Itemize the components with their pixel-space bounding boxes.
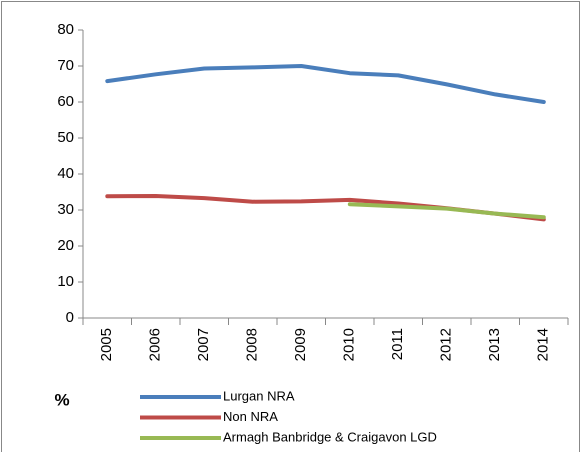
x-tick-label: 2014 — [535, 328, 552, 361]
y-tick-label: 70 — [57, 57, 74, 74]
y-tick-label: 20 — [57, 237, 74, 254]
legend-label: Lurgan NRA — [223, 388, 295, 403]
x-tick-label: 2013 — [486, 328, 503, 361]
y-tick-label: 60 — [57, 93, 74, 110]
y-tick-label: 50 — [57, 129, 74, 146]
y-tick-label: 80 — [57, 21, 74, 38]
x-tick-label: 2010 — [341, 328, 358, 361]
series-line — [347, 202, 546, 220]
x-tick-label: 2011 — [389, 328, 406, 360]
y-tick-label: 10 — [57, 273, 74, 290]
y-tick-label: 40 — [57, 165, 74, 182]
x-tick-label: 2005 — [98, 328, 115, 361]
x-tick-label: 2008 — [244, 328, 261, 361]
y-axis-label: % — [54, 390, 69, 409]
series-line — [105, 64, 546, 104]
y-tick-label: 30 — [57, 201, 74, 218]
legend-label: Armagh Banbridge & Craigavon LGD — [223, 429, 437, 444]
x-tick-label: 2012 — [438, 328, 455, 361]
x-tick-label: 2009 — [292, 328, 309, 361]
series-line — [105, 194, 546, 222]
x-tick-label: 2006 — [147, 328, 164, 361]
legend-label: Non NRA — [223, 409, 278, 424]
y-tick-label: 0 — [66, 309, 74, 326]
x-tick-label: 2007 — [195, 328, 212, 361]
